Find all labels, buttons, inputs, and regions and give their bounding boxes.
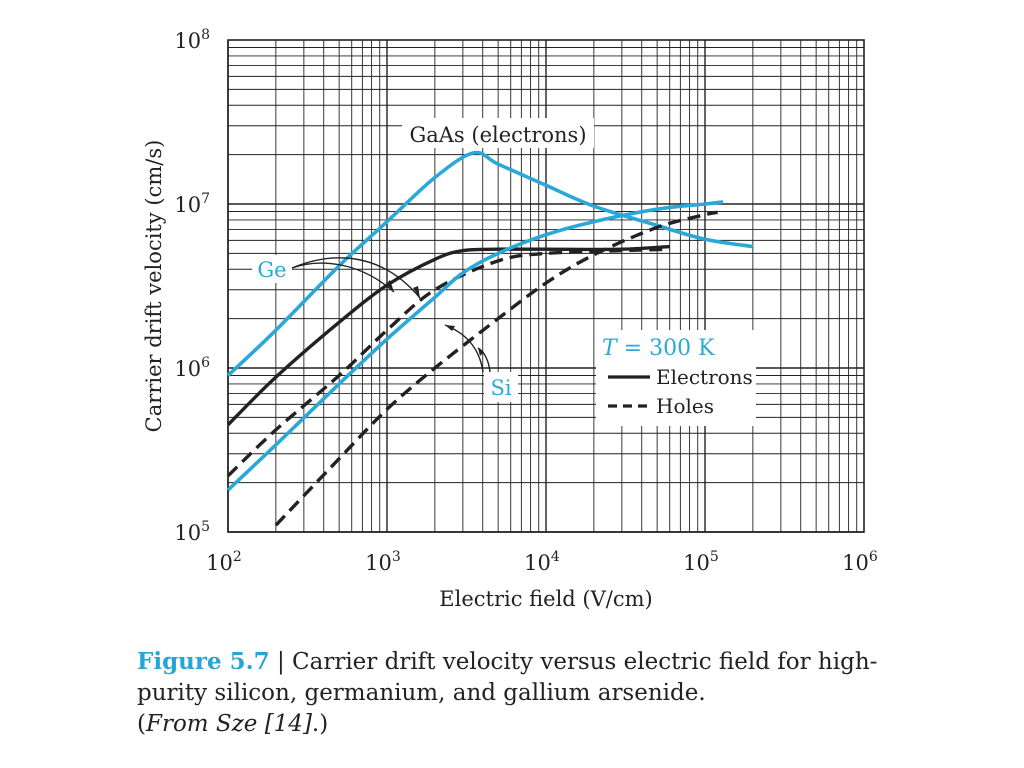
x-tick-label: 106 bbox=[842, 549, 878, 575]
x-tick-label: 103 bbox=[365, 549, 401, 575]
curves bbox=[226, 150, 754, 527]
legend-electrons-label: Electrons bbox=[656, 365, 753, 389]
y-tick-label: 108 bbox=[174, 27, 210, 53]
gaas-label-bg bbox=[402, 118, 594, 148]
ge-arrowhead-1 bbox=[386, 280, 394, 292]
caption-text: Carrier drift velocity versus electric f… bbox=[137, 649, 878, 706]
x-axis-label: Electric field (V/cm) bbox=[439, 587, 652, 611]
si-arrowhead-1 bbox=[445, 325, 455, 331]
ge-callout-to-electrons bbox=[291, 262, 395, 293]
si-arrowhead-2 bbox=[478, 348, 484, 356]
ge-label-bg bbox=[252, 255, 292, 283]
plot-frame bbox=[227, 39, 865, 533]
caption-source: From Sze [14] bbox=[145, 711, 312, 737]
grid bbox=[227, 39, 865, 533]
legend: T = 300 K Electrons Holes bbox=[596, 330, 756, 426]
drift-velocity-chart: 102 103 104 105 106 105 106 107 108 Electric fie… bbox=[142, 27, 878, 611]
series-ge-holes bbox=[226, 247, 670, 478]
ge-label: Ge bbox=[257, 258, 286, 282]
caption-source-close: .) bbox=[311, 711, 329, 737]
figure-caption: Figure 5.7 | Carrier drift velocity vers… bbox=[137, 646, 897, 740]
series-si-electrons bbox=[226, 200, 724, 492]
x-tick-label: 104 bbox=[524, 549, 560, 575]
caption-source-open: ( bbox=[137, 711, 146, 737]
ge-arrowhead-2 bbox=[413, 286, 420, 298]
legend-temperature: T = 300 K bbox=[602, 336, 715, 361]
legend-holes-label: Holes bbox=[656, 394, 714, 418]
legend-temperature-symbol: T bbox=[602, 336, 619, 361]
legend-temperature-value: = 300 K bbox=[617, 336, 715, 361]
si-callout-to-electrons bbox=[444, 324, 484, 373]
y-axis-label: Carrier drift velocity (cm/s) bbox=[142, 140, 166, 433]
series-si-holes bbox=[274, 210, 718, 527]
x-tick-label: 102 bbox=[206, 549, 242, 575]
series-gaas-electrons bbox=[226, 150, 754, 377]
caption-separator: | bbox=[269, 649, 293, 675]
y-tick-label: 105 bbox=[174, 519, 210, 545]
tick-labels: 102 103 104 105 106 105 106 107 108 bbox=[174, 27, 878, 575]
gaas-label: GaAs (electrons) bbox=[409, 123, 586, 147]
ge-callout-to-holes bbox=[291, 257, 421, 299]
caption-figure-label: Figure 5.7 bbox=[137, 648, 270, 675]
y-tick-label: 107 bbox=[174, 191, 210, 217]
si-label-bg bbox=[484, 372, 518, 402]
y-tick-label: 106 bbox=[174, 355, 210, 381]
series-ge-electrons bbox=[226, 244, 670, 427]
x-tick-label: 105 bbox=[683, 549, 719, 575]
si-label: Si bbox=[490, 376, 511, 400]
callout-arrows bbox=[291, 257, 491, 373]
